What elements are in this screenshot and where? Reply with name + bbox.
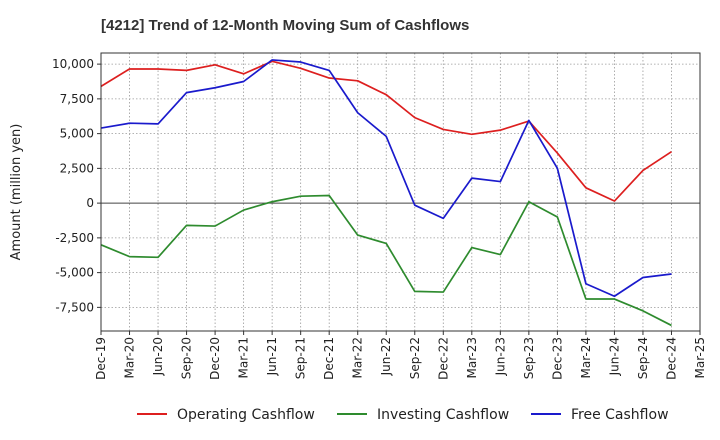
legend-label: Investing Cashflow (377, 407, 509, 423)
y-ticks: -7,500 -5,000 -2,500 0 2,500 5,000 7,500 10,000 (52, 57, 101, 314)
x-tick-label: Jun-21 (265, 337, 279, 376)
y-axis-label: Amount (million yen) (9, 124, 24, 261)
x-tick-label: Jun-20 (151, 337, 165, 376)
legend-item: Investing Cashflow (337, 407, 509, 423)
x-tick-label: Dec-20 (208, 337, 222, 380)
legend-item: Free Cashflow (531, 407, 669, 423)
y-tick-label: 0 (86, 196, 94, 210)
x-tick-label: Mar-24 (579, 337, 593, 378)
y-tick-label: 10,000 (52, 57, 94, 71)
legend: Operating Cashflow Investing Cashflow Free… (137, 407, 669, 423)
x-tick-label: Mar-22 (351, 337, 365, 378)
y-tick-label: 5,000 (60, 127, 94, 141)
x-tick-label: Jun-23 (493, 337, 507, 376)
x-tick-label: Dec-24 (664, 337, 678, 380)
x-tick-label: Dec-21 (322, 337, 336, 380)
x-tick-label: Jun-22 (379, 337, 393, 376)
x-tick-label: Dec-23 (550, 337, 564, 380)
x-tick-label: Dec-22 (436, 337, 450, 380)
series-group (100, 59, 672, 327)
y-tick-label: 2,500 (60, 161, 94, 175)
series-line (100, 59, 672, 298)
x-tick-label: Sep-24 (636, 337, 650, 379)
y-tick-label: 7,500 (60, 92, 94, 106)
x-tick-label: Sep-23 (522, 337, 536, 379)
x-tick-label: Sep-22 (408, 337, 422, 379)
x-tick-label: Sep-21 (294, 337, 308, 379)
x-tick-label: Mar-23 (465, 337, 479, 378)
legend-label: Free Cashflow (571, 407, 669, 423)
x-tick-label: Jun-24 (607, 337, 621, 376)
x-tick-label: Sep-20 (180, 337, 194, 379)
x-ticks: Dec-19 Mar-20 Jun-20 Sep-20 Dec-20 Mar-21 Jun-… (94, 331, 707, 380)
x-tick-label: Mar-21 (237, 337, 251, 378)
y-tick-label: -7,500 (55, 300, 94, 314)
y-tick-label: -2,500 (55, 231, 94, 245)
x-tick-label: Dec-19 (94, 337, 108, 380)
x-tick-label: Mar-20 (123, 337, 137, 378)
legend-item: Operating Cashflow (137, 407, 315, 423)
grid (100, 53, 701, 331)
plot-frame (100, 52, 701, 332)
series-line (100, 194, 672, 327)
x-tick-label: Mar-25 (693, 337, 707, 378)
series-line (100, 60, 672, 202)
y-tick-label: -5,000 (55, 266, 94, 280)
legend-label: Operating Cashflow (177, 407, 315, 423)
chart-title: [4212] Trend of 12-Month Moving Sum of C… (101, 17, 469, 34)
